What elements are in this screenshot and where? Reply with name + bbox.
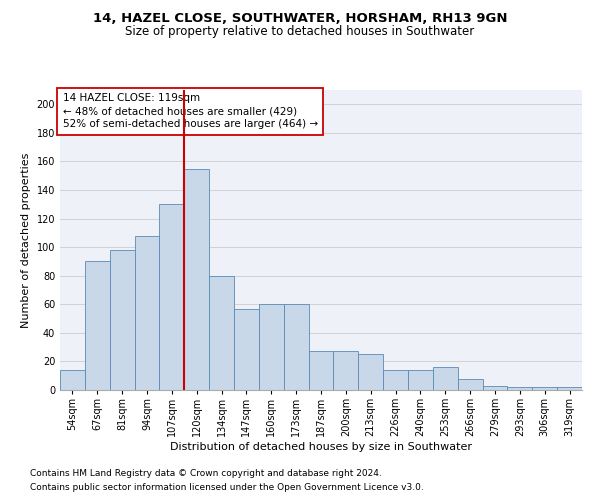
Bar <box>433 367 458 390</box>
Bar <box>134 236 160 390</box>
Bar <box>508 387 532 390</box>
Text: Size of property relative to detached houses in Southwater: Size of property relative to detached ho… <box>125 25 475 38</box>
Bar <box>482 386 508 390</box>
Bar <box>383 370 408 390</box>
Text: Contains public sector information licensed under the Open Government Licence v3: Contains public sector information licen… <box>30 484 424 492</box>
Y-axis label: Number of detached properties: Number of detached properties <box>21 152 31 328</box>
Text: 14 HAZEL CLOSE: 119sqm
← 48% of detached houses are smaller (429)
52% of semi-de: 14 HAZEL CLOSE: 119sqm ← 48% of detached… <box>62 93 318 130</box>
Bar <box>110 250 134 390</box>
Bar <box>308 352 334 390</box>
Bar <box>532 387 557 390</box>
Bar <box>358 354 383 390</box>
Bar <box>160 204 184 390</box>
Bar <box>334 352 358 390</box>
Bar <box>284 304 308 390</box>
Bar <box>408 370 433 390</box>
Bar <box>85 262 110 390</box>
Bar <box>458 378 482 390</box>
Bar <box>557 387 582 390</box>
Text: Contains HM Land Registry data © Crown copyright and database right 2024.: Contains HM Land Registry data © Crown c… <box>30 468 382 477</box>
Bar <box>209 276 234 390</box>
X-axis label: Distribution of detached houses by size in Southwater: Distribution of detached houses by size … <box>170 442 472 452</box>
Bar <box>259 304 284 390</box>
Bar <box>184 168 209 390</box>
Bar <box>234 308 259 390</box>
Text: 14, HAZEL CLOSE, SOUTHWATER, HORSHAM, RH13 9GN: 14, HAZEL CLOSE, SOUTHWATER, HORSHAM, RH… <box>93 12 507 26</box>
Bar <box>60 370 85 390</box>
